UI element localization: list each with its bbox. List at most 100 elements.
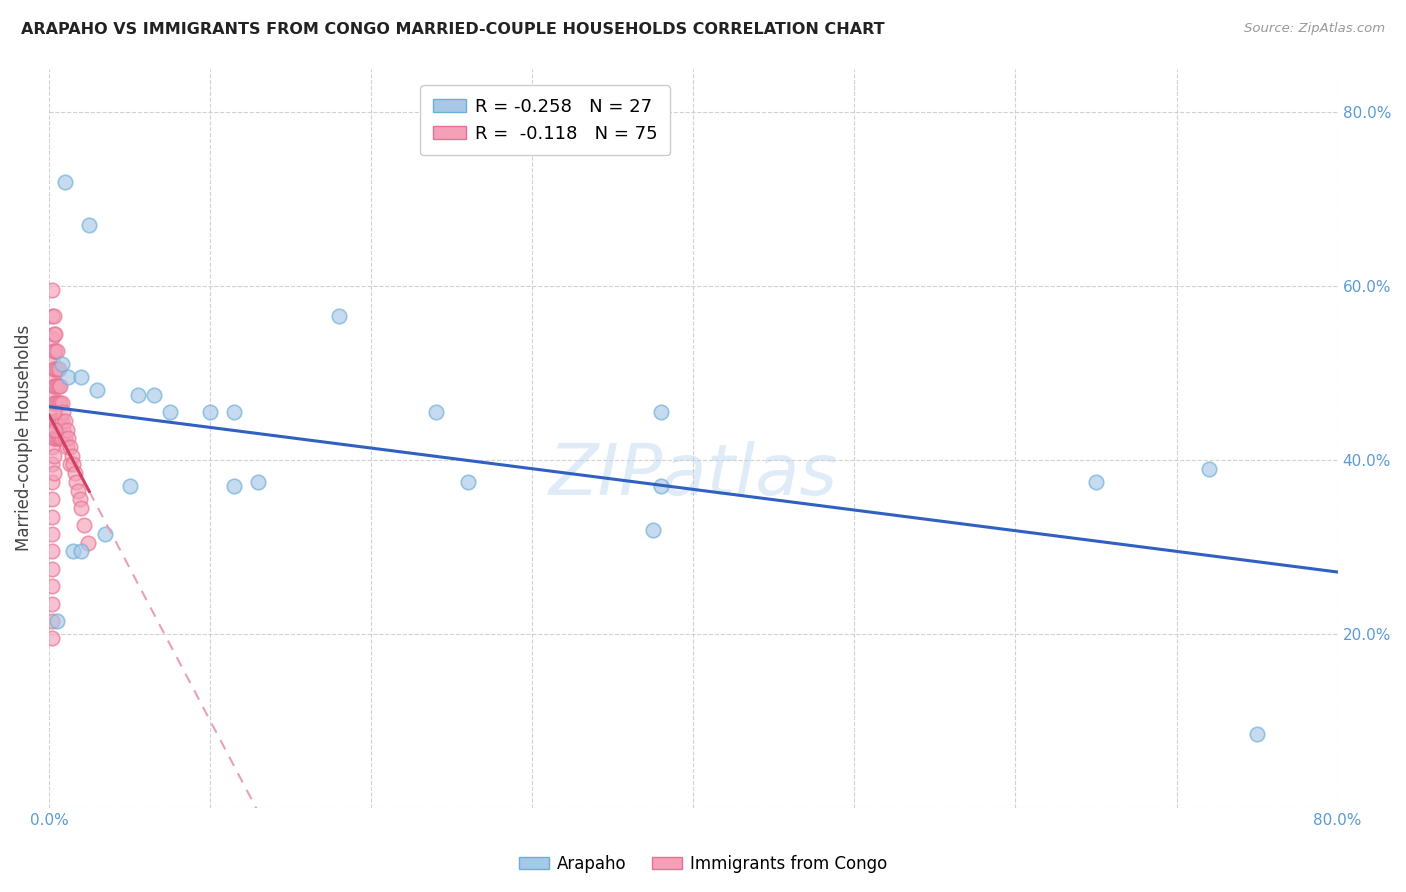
Legend: R = -0.258   N = 27, R =  -0.118   N = 75: R = -0.258 N = 27, R = -0.118 N = 75 xyxy=(420,85,669,155)
Point xyxy=(44,379,66,393)
Point xyxy=(328,310,350,324)
Point xyxy=(457,475,479,489)
Point xyxy=(94,527,117,541)
Point xyxy=(69,492,91,507)
Point xyxy=(44,344,66,359)
Point xyxy=(46,361,69,376)
Point xyxy=(48,414,70,428)
Point xyxy=(46,614,69,628)
Point xyxy=(41,492,63,507)
Point xyxy=(41,405,63,419)
Point xyxy=(48,361,70,376)
Point xyxy=(42,344,65,359)
Point xyxy=(52,405,75,419)
Point xyxy=(51,414,73,428)
Point xyxy=(46,414,69,428)
Point xyxy=(70,370,93,384)
Point xyxy=(49,396,72,410)
Point xyxy=(41,353,63,368)
Point xyxy=(1246,727,1268,741)
Point xyxy=(42,310,65,324)
Point xyxy=(70,544,93,558)
Point xyxy=(650,405,672,419)
Point xyxy=(42,379,65,393)
Point xyxy=(48,396,70,410)
Point xyxy=(41,331,63,345)
Point xyxy=(46,379,69,393)
Point xyxy=(118,479,141,493)
Point xyxy=(42,396,65,410)
Point xyxy=(44,326,66,341)
Point xyxy=(65,475,87,489)
Point xyxy=(41,544,63,558)
Point xyxy=(70,500,93,515)
Point xyxy=(41,370,63,384)
Text: ARAPAHO VS IMMIGRANTS FROM CONGO MARRIED-COUPLE HOUSEHOLDS CORRELATION CHART: ARAPAHO VS IMMIGRANTS FROM CONGO MARRIED… xyxy=(21,22,884,37)
Point xyxy=(60,449,83,463)
Point xyxy=(63,466,86,480)
Point xyxy=(49,431,72,445)
Point xyxy=(42,466,65,480)
Point xyxy=(41,614,63,628)
Point xyxy=(59,440,82,454)
Point xyxy=(41,388,63,402)
Point xyxy=(42,414,65,428)
Point xyxy=(44,361,66,376)
Point xyxy=(142,388,165,402)
Point xyxy=(42,326,65,341)
Text: Source: ZipAtlas.com: Source: ZipAtlas.com xyxy=(1244,22,1385,36)
Point xyxy=(48,431,70,445)
Point xyxy=(42,361,65,376)
Point xyxy=(46,344,69,359)
Point xyxy=(247,475,270,489)
Point xyxy=(77,218,100,232)
Point xyxy=(41,597,63,611)
Point xyxy=(1085,475,1108,489)
Point xyxy=(51,396,73,410)
Point xyxy=(41,440,63,454)
Point xyxy=(51,357,73,371)
Point xyxy=(159,405,181,419)
Point xyxy=(55,423,77,437)
Point xyxy=(46,431,69,445)
Point xyxy=(41,458,63,472)
Point xyxy=(66,483,89,498)
Point xyxy=(41,562,63,576)
Point xyxy=(44,423,66,437)
Point xyxy=(44,396,66,410)
Point xyxy=(425,405,447,419)
Point xyxy=(48,379,70,393)
Point xyxy=(641,523,664,537)
Point xyxy=(198,405,221,419)
Point xyxy=(224,405,246,419)
Point xyxy=(53,175,76,189)
Point xyxy=(49,379,72,393)
Y-axis label: Married-couple Households: Married-couple Households xyxy=(15,326,32,551)
Text: ZIPatlas: ZIPatlas xyxy=(548,441,838,509)
Legend: Arapaho, Immigrants from Congo: Arapaho, Immigrants from Congo xyxy=(512,848,894,880)
Point xyxy=(62,544,84,558)
Point xyxy=(55,440,77,454)
Point xyxy=(42,405,65,419)
Point xyxy=(41,579,63,593)
Point xyxy=(73,518,96,533)
Point xyxy=(42,431,65,445)
Point xyxy=(58,431,80,445)
Point xyxy=(86,384,108,398)
Point xyxy=(62,458,84,472)
Point xyxy=(41,310,63,324)
Point xyxy=(53,414,76,428)
Point xyxy=(76,535,98,549)
Point xyxy=(44,414,66,428)
Point xyxy=(41,632,63,646)
Point xyxy=(49,414,72,428)
Point xyxy=(41,284,63,298)
Point xyxy=(127,388,149,402)
Point xyxy=(224,479,246,493)
Point xyxy=(53,431,76,445)
Point xyxy=(41,423,63,437)
Point xyxy=(1198,462,1220,476)
Point xyxy=(650,479,672,493)
Point xyxy=(58,370,80,384)
Point xyxy=(51,431,73,445)
